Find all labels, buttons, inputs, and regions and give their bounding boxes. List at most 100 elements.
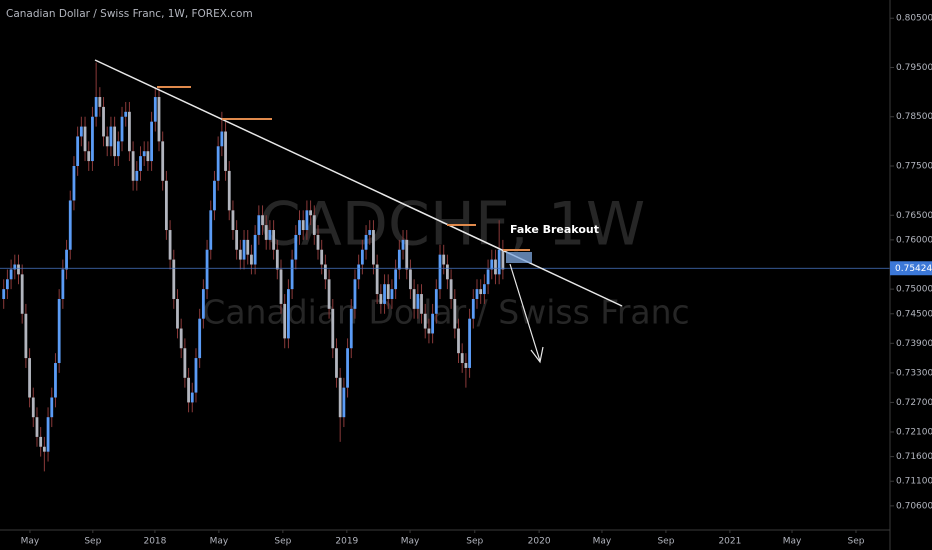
candle-body (201, 289, 205, 319)
candle-body (290, 259, 294, 290)
watermark-subtitle: Canadian Dollar / Swiss Franc (202, 293, 689, 332)
candle-body (386, 284, 390, 299)
candle-body (423, 313, 427, 329)
candle-body (213, 180, 216, 211)
candle-body (431, 313, 435, 334)
candle-body (205, 249, 209, 290)
y-tick-label: 0.72100 (896, 427, 932, 437)
candle-body (246, 239, 250, 255)
candle-body (57, 298, 61, 364)
candle-body (287, 289, 290, 339)
x-tick-label: 2018 (143, 537, 166, 547)
trend-line (94, 59, 623, 307)
candle-body (394, 269, 398, 290)
x-tick-label: Sep (847, 537, 864, 547)
candle-body (342, 387, 346, 418)
x-tick-label: 2020 (528, 537, 551, 547)
candle-body (257, 215, 261, 235)
candle-body (124, 111, 128, 117)
candle-body (238, 249, 242, 260)
y-tick-label: 0.76000 (896, 235, 932, 245)
candle-body (438, 254, 442, 290)
candle-body (420, 294, 423, 314)
x-tick-label: May (401, 537, 420, 547)
candle-body (316, 234, 320, 250)
candle-body (264, 225, 268, 240)
candle-body (412, 289, 416, 309)
candle-body (54, 363, 57, 398)
candle-body (501, 249, 505, 270)
candle-body (368, 230, 372, 235)
candle-body (360, 249, 364, 265)
candle-body (17, 264, 20, 275)
candle-body (128, 111, 131, 152)
x-tick-label: May (21, 537, 40, 547)
candle-body (335, 348, 338, 378)
candle-body (209, 210, 213, 250)
candle-body (20, 274, 24, 314)
last-price-box (890, 261, 932, 276)
candle-body (164, 180, 168, 231)
candle-body (405, 239, 409, 270)
annotation: Fake Breakout (510, 223, 599, 236)
candle-body (76, 136, 80, 166)
projection-arrow (509, 263, 541, 362)
candle-body (168, 230, 172, 260)
y-tick-label: 0.73300 (896, 368, 932, 378)
candle-body (235, 230, 239, 250)
candle-body (479, 289, 483, 295)
candle-body (427, 328, 431, 334)
candle-body (323, 264, 327, 280)
candle-body (98, 97, 102, 107)
candle-body (253, 234, 257, 265)
candle-body (28, 358, 31, 398)
candle-body (31, 397, 35, 418)
candle-body (179, 328, 183, 349)
candle-body (468, 318, 471, 368)
drawings: Fake Breakout (94, 59, 623, 364)
candle-body (120, 116, 124, 142)
candle-body (161, 141, 165, 181)
candle-body (183, 348, 187, 378)
x-tick-label: May (593, 537, 612, 547)
candle-body (157, 97, 161, 142)
y-tick-label: 0.74500 (896, 309, 932, 319)
candle-body (220, 131, 224, 147)
y-tick-label: 0.80500 (896, 14, 932, 24)
candle-body (446, 264, 449, 280)
candle-body (401, 239, 405, 250)
candle-body (105, 136, 109, 147)
y-tick-label: 0.73900 (896, 339, 932, 349)
candle-body (301, 220, 305, 231)
candle-body (102, 106, 105, 137)
y-tick-label: 0.78500 (896, 112, 932, 122)
candle-body (113, 126, 117, 157)
last-price-label: 0.75424 (895, 264, 932, 274)
candle-body (142, 151, 146, 157)
candle-body (482, 284, 486, 295)
candle-body (242, 239, 246, 260)
candle-body (231, 210, 235, 231)
candle-body (13, 264, 17, 270)
candle-body (9, 269, 13, 280)
candle-body (79, 126, 83, 137)
candle-body (320, 249, 324, 265)
candle-body (294, 234, 298, 260)
candle-body (434, 289, 438, 314)
candle-body (346, 348, 349, 388)
time-axis (0, 530, 890, 550)
candle-body (5, 279, 9, 290)
candle-body (309, 210, 312, 216)
y-tick-label: 0.72700 (896, 398, 932, 408)
candle-body (279, 269, 283, 304)
candle-body (268, 230, 272, 240)
candle-body (471, 298, 475, 319)
candle-body (283, 303, 287, 339)
candle-body (135, 170, 139, 181)
candle-body (187, 377, 190, 403)
candle-body (250, 254, 253, 265)
plot-area (0, 62, 890, 472)
candle-body (416, 294, 420, 309)
